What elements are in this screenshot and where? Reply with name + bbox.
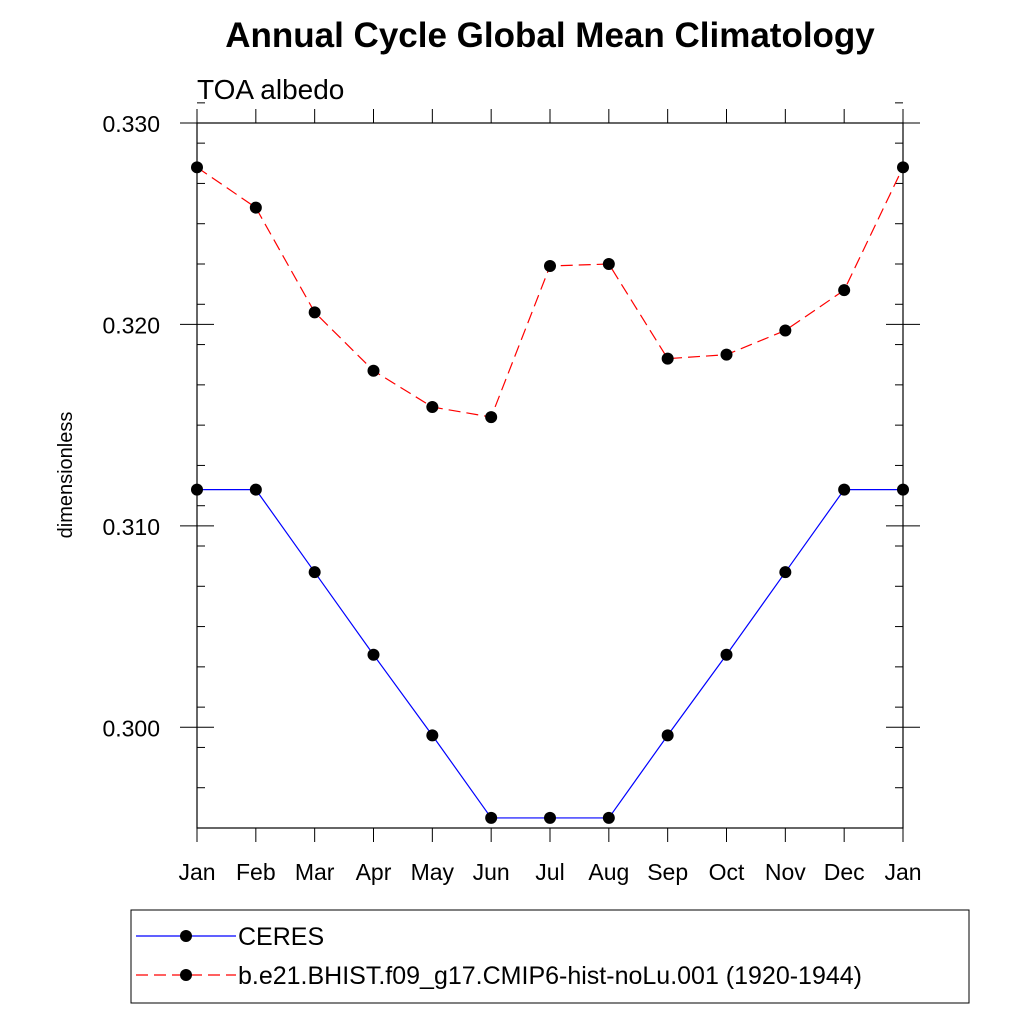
x-tick-label: Sep xyxy=(647,859,688,885)
data-point-series-1 xyxy=(661,729,674,742)
data-point-series-2 xyxy=(249,201,262,214)
series-line-1 xyxy=(197,489,903,819)
x-tick-label: Jan xyxy=(884,859,921,885)
series-line-2 xyxy=(196,166,904,418)
chart-title: Annual Cycle Global Mean Climatology xyxy=(225,16,875,55)
legend-marker-2 xyxy=(180,969,192,981)
data-point-series-1 xyxy=(191,483,203,496)
x-tick-label: Jul xyxy=(535,859,564,885)
data-point-series-2 xyxy=(602,258,615,270)
data-point-series-1 xyxy=(308,566,321,579)
x-tick-label: Mar xyxy=(295,859,335,885)
legend-label-2: b.e21.BHIST.f09_g17.CMIP6-hist-noLu.001 … xyxy=(238,962,862,990)
legend-label-1: CERES xyxy=(238,923,324,951)
plot-frame xyxy=(196,122,904,829)
x-tick-label: Feb xyxy=(236,859,276,885)
data-point-series-2 xyxy=(426,401,439,414)
legend-marker-1 xyxy=(180,930,192,942)
data-point-series-2 xyxy=(779,324,792,337)
x-tick-label: Oct xyxy=(709,859,745,885)
y-tick-label: 0.310 xyxy=(102,514,160,540)
data-point-series-1 xyxy=(249,483,262,496)
data-point-series-1 xyxy=(897,483,909,496)
data-point-series-1 xyxy=(485,811,498,824)
data-point-series-1 xyxy=(544,811,556,824)
series-layer xyxy=(191,161,909,824)
data-point-series-2 xyxy=(308,306,321,319)
x-tick-label: Apr xyxy=(356,859,392,885)
chart-subtitle: TOA albedo xyxy=(197,74,344,105)
legend-box xyxy=(130,909,970,1004)
legend: CERES b.e21.BHIST.f09_g17.CMIP6-hist-noLu… xyxy=(130,909,970,1004)
data-point-series-1 xyxy=(779,566,792,579)
y-tick-label: 0.320 xyxy=(102,312,160,338)
data-point-series-2 xyxy=(191,161,203,174)
data-point-series-1 xyxy=(720,648,733,661)
data-point-series-2 xyxy=(838,284,851,297)
data-point-series-2 xyxy=(897,161,909,174)
x-tick-label: May xyxy=(411,859,455,885)
y-tick-label: 0.300 xyxy=(102,715,160,741)
data-point-series-1 xyxy=(426,729,439,742)
x-tick-label: Jun xyxy=(473,859,510,885)
data-point-series-2 xyxy=(485,411,498,424)
y-axis-label: dimensionless xyxy=(55,412,77,539)
data-point-series-1 xyxy=(838,483,851,496)
x-tick-label: Nov xyxy=(765,859,806,885)
data-point-series-1 xyxy=(602,811,615,824)
y-tick-label: 0.330 xyxy=(102,111,160,137)
x-tick-label: Dec xyxy=(824,859,865,885)
data-point-series-1 xyxy=(367,648,380,661)
data-point-series-2 xyxy=(544,260,556,273)
x-tick-label: Aug xyxy=(588,859,629,885)
data-point-series-2 xyxy=(720,348,733,361)
data-point-series-2 xyxy=(661,352,674,365)
axes: Jan Feb Mar Apr May Jun Jul Aug Sep Oct Nov Dec Jan 0… xyxy=(102,102,922,885)
x-tick-label: Jan xyxy=(178,859,215,885)
data-point-series-2 xyxy=(367,364,380,377)
